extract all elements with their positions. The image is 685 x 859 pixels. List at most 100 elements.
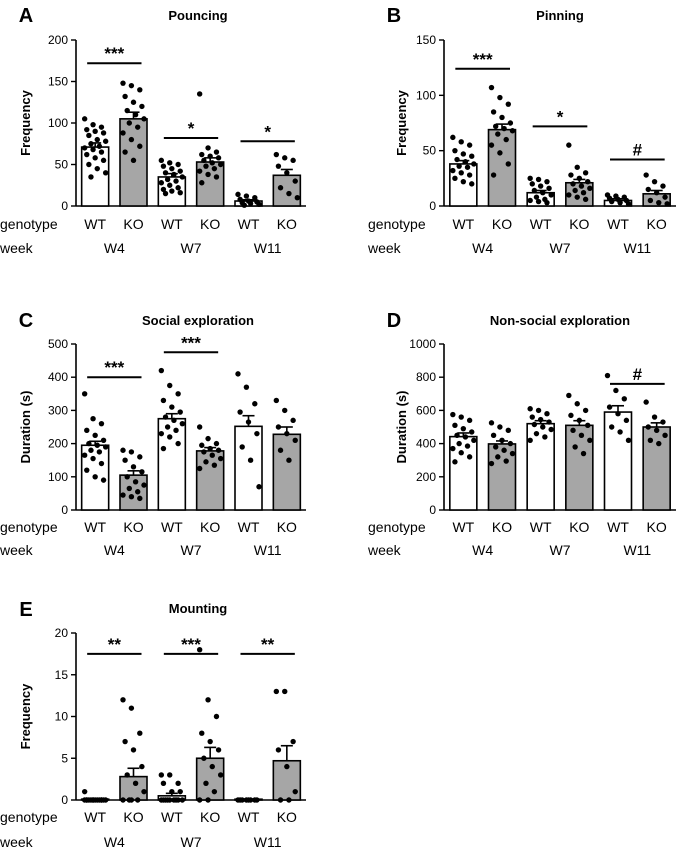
panel-e-sig-label: ** xyxy=(108,635,122,654)
panel-a-point xyxy=(290,157,296,164)
panel-a-point xyxy=(217,161,224,168)
panel-b-point xyxy=(572,187,578,194)
panel-a-point xyxy=(273,151,280,158)
panel-c-point xyxy=(100,437,107,443)
panel-b-point xyxy=(507,120,514,126)
panel-c-genotype-label: KO xyxy=(200,519,220,535)
panel-c-point xyxy=(135,489,141,495)
panel-b-point xyxy=(505,161,511,167)
panel-c-point xyxy=(100,477,107,483)
panel-c-point xyxy=(211,462,218,468)
panel-b-point xyxy=(499,114,505,121)
panel-d-point xyxy=(531,421,538,428)
panel-d-point xyxy=(625,437,632,443)
panel-c-point xyxy=(207,445,213,452)
panel-a-point xyxy=(88,141,94,147)
panel-a-point xyxy=(292,178,298,184)
panel-d-point xyxy=(488,460,495,467)
panel-c-sig-label: *** xyxy=(104,358,124,377)
panel-d-point xyxy=(568,412,574,419)
panel-c-row-week: week xyxy=(0,542,34,558)
panel-b-point xyxy=(653,190,660,196)
panel-b-point xyxy=(582,170,589,176)
panel-d-point xyxy=(645,424,651,430)
panel-b-point xyxy=(651,178,658,185)
panel-d-genotype-label: WT xyxy=(530,519,552,535)
panel-b-point xyxy=(466,172,473,178)
panel-b-point xyxy=(452,175,458,182)
panel-c-bar-wt xyxy=(234,425,263,511)
panel-a-point xyxy=(126,120,132,126)
panel-b-point xyxy=(469,181,475,187)
panel-c-point xyxy=(252,401,258,407)
panel-b-point xyxy=(490,109,497,115)
panel-a-point xyxy=(207,153,213,159)
panel-c-point xyxy=(286,457,292,463)
panel-c-point xyxy=(292,437,298,443)
panel-b-ytick-label: 150 xyxy=(416,33,436,47)
panel-e-point xyxy=(139,763,145,770)
panel-e-sig-label: *** xyxy=(181,635,201,654)
panel-c-point xyxy=(243,384,250,390)
panel-b-point xyxy=(660,183,666,189)
panel-d-title: Non-social exploration xyxy=(490,313,630,328)
panel-c-ytick-label: 200 xyxy=(48,437,68,451)
panel-b-point xyxy=(548,192,554,198)
panel-c-point xyxy=(92,432,98,438)
panel-e-point xyxy=(128,705,135,711)
panel-c-point xyxy=(128,449,135,455)
panel-e-genotype-label: WT xyxy=(161,809,183,825)
panel-d-row-genotype: genotype xyxy=(368,519,426,535)
panel-c-title: Social exploration xyxy=(142,313,254,328)
panel-d-week-label: W7 xyxy=(550,542,571,558)
panel-d-point xyxy=(662,432,668,438)
panel-e-point xyxy=(130,747,137,753)
panel-b-sig-label: *** xyxy=(473,50,493,69)
panel-a-point xyxy=(130,157,137,164)
panel-a-point xyxy=(275,163,282,169)
panel-a-point xyxy=(122,93,128,100)
panel-a-point xyxy=(215,155,222,161)
panel-a-genotype-label: WT xyxy=(84,216,106,232)
panel-a-point xyxy=(139,103,145,110)
panel-a-point xyxy=(294,195,301,201)
panel-b-ytick-label: 50 xyxy=(423,144,437,158)
panel-c-point xyxy=(124,474,130,480)
panel-d-point xyxy=(574,401,580,407)
panel-c-point xyxy=(120,447,126,453)
panel-b-point xyxy=(527,197,533,204)
panel-a-point xyxy=(90,121,96,128)
panel-e-ytick-label: 5 xyxy=(61,751,68,765)
panel-a-point xyxy=(128,82,135,89)
panel-d-point xyxy=(647,437,654,443)
panel-e-point xyxy=(205,697,211,703)
panel-c-point xyxy=(171,417,177,424)
panel-c-point xyxy=(98,420,105,427)
panel-a-point xyxy=(160,186,167,193)
panel-b-point xyxy=(497,94,503,101)
panel-e-genotype-label: WT xyxy=(238,809,260,825)
panel-c-week-label: W11 xyxy=(254,542,282,558)
panel-a-point xyxy=(164,176,171,183)
panel-a-point xyxy=(196,91,203,97)
panel-b-point xyxy=(546,185,552,191)
panel-d-point xyxy=(488,420,495,426)
panel-b-genotype-label: WT xyxy=(607,216,629,232)
panel-a-point xyxy=(177,168,183,174)
panel-c-point xyxy=(235,371,241,377)
panel-d-point xyxy=(499,437,505,443)
panel-a-ytick-label: 200 xyxy=(48,33,68,47)
panel-c-point xyxy=(120,492,126,498)
panel-a-point xyxy=(235,191,241,198)
panel-d-point xyxy=(580,450,587,457)
panel-a-week-label: W7 xyxy=(181,240,202,256)
panel-d-point xyxy=(617,429,623,435)
panel-b-point xyxy=(509,128,516,134)
panel-b-row-genotype: genotype xyxy=(368,216,426,232)
panel-b-point xyxy=(469,153,475,159)
panel-d-point xyxy=(604,372,611,379)
panel-c-ytick-label: 300 xyxy=(48,403,68,417)
panel-a-point xyxy=(96,143,103,149)
panel-b-genotype-label: KO xyxy=(569,216,589,232)
